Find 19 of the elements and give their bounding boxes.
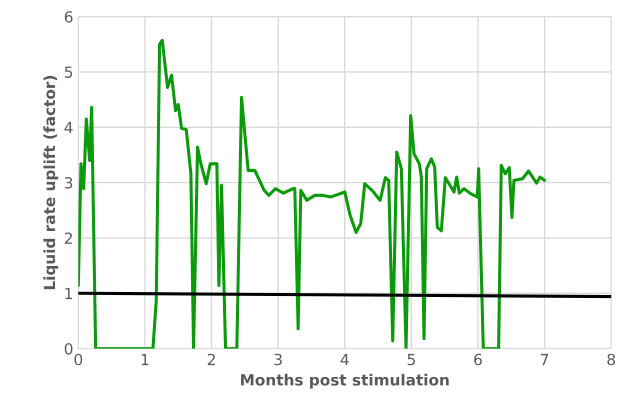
x-tick-label: 4	[340, 354, 349, 366]
x-axis-title: Months post stimulation	[241, 374, 449, 389]
y-tick-label: 1	[65, 288, 72, 300]
y-tick-label: 5	[64, 66, 72, 78]
x-tick-label: 7	[540, 354, 548, 366]
y-tick-label: 4	[64, 122, 73, 134]
x-tick-label: 5	[408, 354, 415, 366]
y-tick-label: 3	[64, 177, 72, 189]
x-tick-label: 1	[142, 354, 148, 366]
x-tick-label: 8	[607, 354, 615, 366]
y-tick-label: 0	[64, 343, 72, 355]
line-series	[78, 38, 546, 349]
x-tick-label: 6	[474, 354, 482, 366]
y-tick-label: 6	[64, 11, 72, 23]
x-tick-label: 0	[74, 354, 82, 366]
y-tick-label: 2	[64, 232, 72, 244]
x-tick-label: 3	[274, 354, 282, 366]
x-tick-label: 2	[208, 354, 215, 366]
y-axis-title: Liquid rate uplift (factor)	[43, 76, 58, 290]
